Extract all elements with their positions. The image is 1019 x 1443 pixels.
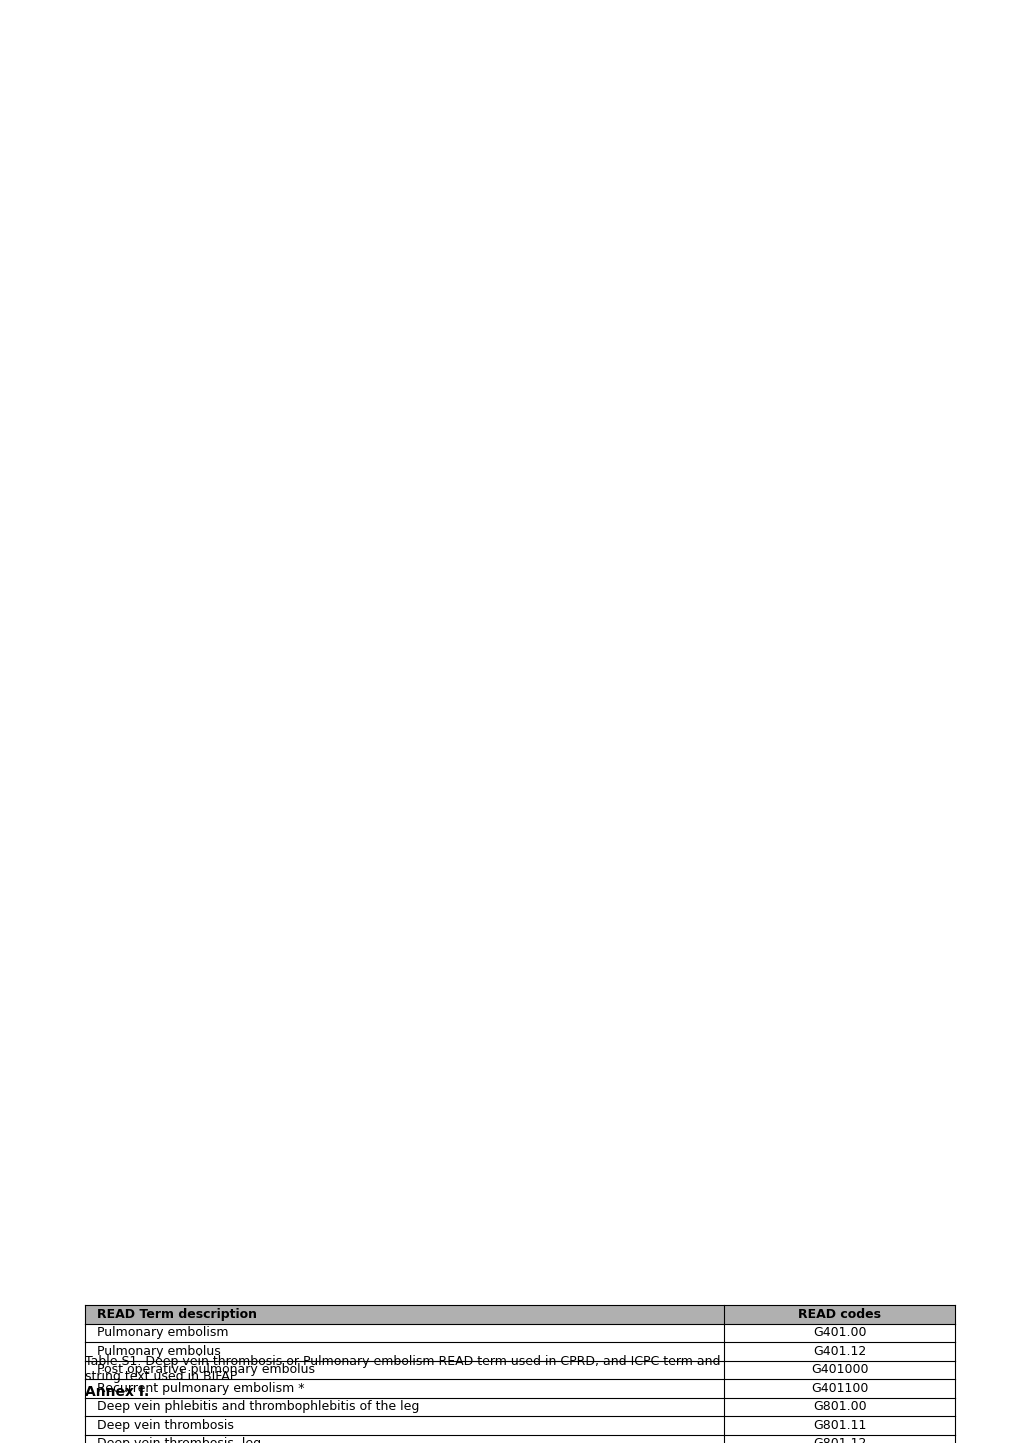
Bar [723, 1323, 954, 1342]
Text: G801.12: G801.12 [812, 1437, 865, 1443]
Bar [85, 1304, 723, 1323]
Bar [85, 1416, 723, 1434]
Text: Recurrent pulmonary embolism *: Recurrent pulmonary embolism * [97, 1382, 305, 1395]
Bar [85, 1361, 723, 1380]
Text: G401000: G401000 [810, 1364, 867, 1377]
Text: Table S1. Deep vein thrombosis or Pulmonary embolism READ term used in CPRD, and: Table S1. Deep vein thrombosis or Pulmon… [85, 1355, 719, 1382]
Text: Deep vein phlebitis and thrombophlebitis of the leg: Deep vein phlebitis and thrombophlebitis… [97, 1400, 419, 1413]
Text: Post operative pulmonary embolus: Post operative pulmonary embolus [97, 1364, 315, 1377]
Bar [723, 1397, 954, 1416]
Bar [723, 1361, 954, 1380]
Text: Deep vein thrombosis: Deep vein thrombosis [97, 1418, 233, 1431]
Text: G401100: G401100 [810, 1382, 867, 1395]
Bar [723, 1342, 954, 1361]
Bar [85, 1323, 723, 1342]
Text: G401.12: G401.12 [812, 1345, 865, 1358]
Bar [723, 1304, 954, 1323]
Bar [723, 1416, 954, 1434]
Text: G801.00: G801.00 [812, 1400, 866, 1413]
Text: Deep vein thrombosis, leg: Deep vein thrombosis, leg [97, 1437, 261, 1443]
Text: G401.00: G401.00 [812, 1326, 865, 1339]
Bar [85, 1434, 723, 1443]
Text: Pulmonary embolus: Pulmonary embolus [97, 1345, 220, 1358]
Bar [85, 1342, 723, 1361]
Text: Pulmonary embolism: Pulmonary embolism [97, 1326, 228, 1339]
Text: READ codes: READ codes [798, 1307, 880, 1320]
Bar [85, 1380, 723, 1397]
Text: Annex I.: Annex I. [85, 1385, 149, 1400]
Bar [723, 1380, 954, 1397]
Text: READ Term description: READ Term description [97, 1307, 257, 1320]
Text: G801.11: G801.11 [812, 1418, 865, 1431]
Bar [85, 1397, 723, 1416]
Bar [723, 1434, 954, 1443]
